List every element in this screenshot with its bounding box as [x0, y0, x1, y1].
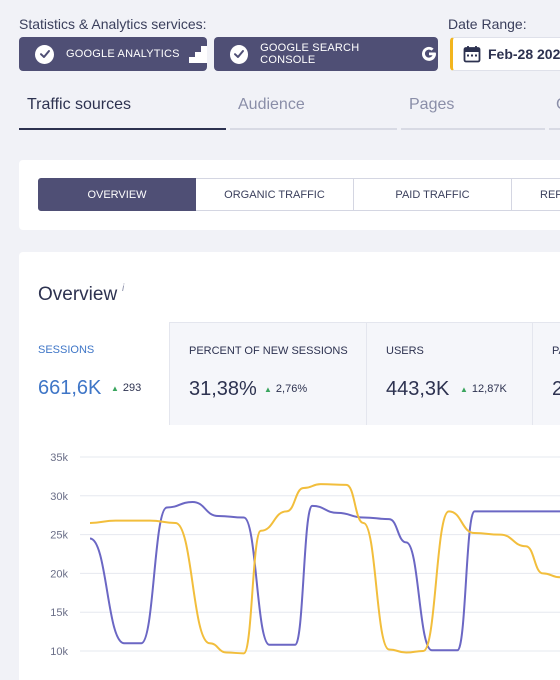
metric-value: 661,6K: [38, 377, 102, 399]
arrow-up-icon: ▲: [264, 385, 272, 394]
sessions-chart: 35k 30k 25k 20k 15k 10k: [50, 452, 560, 658]
metric-percent-new-sessions[interactable]: PERCENT OF NEW SESSIONS 31,38% ▲ 2,76%: [170, 322, 367, 425]
y-tick-label: 20k: [50, 568, 68, 580]
tab-pages[interactable]: Pages: [409, 96, 455, 113]
metric-users[interactable]: USERS 443,3K ▲ 12,87K: [367, 322, 533, 425]
google-g-icon: [420, 45, 438, 63]
date-range-label: Date Range:: [448, 16, 527, 32]
metric-delta-value: 293: [122, 382, 142, 394]
subtab-bar: OVERVIEW ORGANIC TRAFFIC PAID TRAFFIC RE…: [38, 178, 560, 211]
subtab-overview[interactable]: OVERVIEW: [38, 178, 196, 211]
google-search-console-button[interactable]: GOOGLE SEARCH CONSOLE: [214, 37, 438, 71]
info-icon[interactable]: i: [122, 283, 125, 294]
tab-underline: [401, 128, 545, 130]
calendar-icon: [463, 45, 481, 63]
y-tick-label: 35k: [50, 452, 68, 464]
tab-underline: [230, 128, 397, 130]
subtab-organic-traffic[interactable]: ORGANIC TRAFFIC: [196, 178, 354, 211]
date-range-value: Feb-28 2022: [488, 46, 560, 62]
services-label: Statistics & Analytics services:: [19, 16, 207, 32]
check-icon: [35, 44, 54, 64]
metric-label: SESSIONS: [38, 344, 95, 356]
y-tick-label: 15k: [50, 607, 68, 619]
google-analytics-button[interactable]: GOOGLE ANALYTICS: [19, 37, 207, 71]
google-analytics-label: GOOGLE ANALYTICS: [66, 48, 180, 60]
tab-more[interactable]: C: [556, 96, 560, 130]
metric-value: 443,3K: [386, 378, 450, 400]
arrow-up-icon: ▲: [460, 385, 468, 394]
tab-underline: [549, 128, 560, 130]
tab-underline-active: [19, 128, 226, 130]
metric-delta: ▲ 293: [111, 382, 141, 394]
metric-delta-value: 2,76%: [275, 383, 308, 395]
metric-label: PERCENT OF NEW SESSIONS: [189, 345, 348, 357]
date-range-picker[interactable]: Feb-28 2022: [450, 37, 560, 71]
series-line-1: [89, 501, 560, 652]
arrow-up-icon: ▲: [111, 384, 119, 393]
y-tick-label: 30k: [50, 491, 68, 503]
google-analytics-icon: [188, 45, 207, 63]
subtab-paid-traffic[interactable]: PAID TRAFFIC: [354, 178, 512, 211]
y-tick-label: 25k: [50, 530, 68, 542]
google-search-console-label: GOOGLE SEARCH CONSOLE: [260, 42, 360, 66]
subtab-card: OVERVIEW ORGANIC TRAFFIC PAID TRAFFIC RE…: [19, 160, 560, 230]
subtab-referral[interactable]: REF: [512, 178, 560, 211]
check-icon: [230, 44, 249, 64]
y-tick-label: 10k: [50, 646, 68, 658]
metric-value: 2: [552, 378, 560, 400]
metric-delta: ▲ 12,87K: [460, 383, 507, 395]
metric-sessions[interactable]: SESSIONS 661,6K ▲ 293: [19, 322, 170, 425]
overview-title: Overview: [38, 284, 118, 305]
metric-delta-value: 12,87K: [471, 383, 507, 395]
main-tabs: Traffic sources Audience Pages C: [0, 96, 560, 132]
metric-label: PA: [552, 345, 560, 357]
series-line-2: [89, 483, 560, 655]
metric-label: USERS: [386, 345, 424, 357]
metric-value: 31,38%: [189, 378, 257, 400]
metric-pageviews[interactable]: PA 2: [533, 322, 560, 425]
tab-audience[interactable]: Audience: [238, 96, 305, 113]
metric-delta: ▲ 2,76%: [264, 383, 307, 395]
tab-traffic-sources[interactable]: Traffic sources: [27, 96, 132, 113]
